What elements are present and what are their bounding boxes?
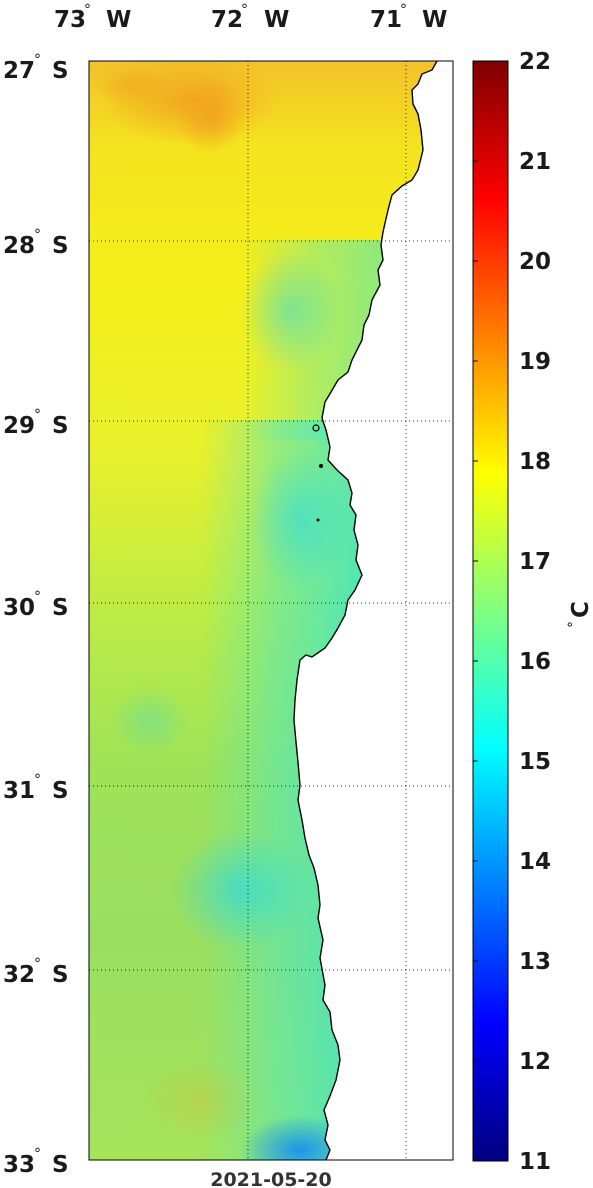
lat-label: 32 ° S (3, 956, 69, 988)
svg-text:S: S (52, 413, 69, 439)
lon-label: 73 ° W (54, 2, 131, 33)
svg-text:28: 28 (3, 233, 35, 259)
colorbar-tick-label: 17 (519, 549, 551, 575)
svg-text:W: W (264, 7, 289, 33)
svg-text:71: 71 (370, 7, 402, 33)
svg-text:S: S (52, 233, 69, 259)
svg-text:30: 30 (3, 595, 35, 621)
lat-label: 29 ° S (3, 407, 69, 439)
lat-label: 33 ° S (3, 1146, 69, 1178)
svg-text:29: 29 (3, 413, 35, 439)
svg-text:°: ° (84, 2, 91, 18)
svg-text:W: W (422, 7, 447, 33)
svg-text:°: ° (34, 1146, 41, 1162)
coastline (293, 60, 438, 1161)
svg-text:C: C (568, 601, 593, 618)
colorbar-ticks: 22 21 20 19 18 17 16 15 14 13 12 11 (473, 49, 551, 1175)
svg-text:°: ° (400, 2, 407, 18)
lat-label: 28 ° S (3, 227, 69, 259)
map-frame (88, 60, 454, 1161)
svg-text:°: ° (34, 589, 41, 605)
svg-text:°: ° (34, 227, 41, 243)
svg-text:°: ° (34, 956, 41, 972)
lon-label: 71 ° W (370, 2, 447, 33)
colorbar-tick-label: 19 (519, 349, 551, 375)
coastal-islet (316, 518, 320, 522)
svg-text:°: ° (241, 2, 248, 18)
colorbar-tick-label: 22 (519, 49, 551, 75)
svg-text:S: S (52, 1152, 69, 1178)
svg-text:31: 31 (3, 778, 35, 804)
lat-label: 27 ° S (3, 52, 69, 84)
graticule (89, 61, 453, 1160)
svg-text:27: 27 (3, 58, 35, 84)
svg-text:°: ° (566, 621, 582, 628)
colorbar-tick-label: 16 (519, 649, 551, 675)
coastal-islet (319, 464, 323, 468)
svg-text:73: 73 (54, 7, 86, 33)
svg-text:°: ° (34, 52, 41, 68)
svg-text:33: 33 (3, 1152, 35, 1178)
svg-text:°: ° (34, 407, 41, 423)
colorbar-tick-label: 21 (519, 149, 551, 175)
svg-text:32: 32 (3, 962, 35, 988)
date-label: 2021-05-20 (210, 1169, 332, 1188)
svg-text:W: W (106, 7, 131, 33)
svg-text:72: 72 (211, 7, 243, 33)
colorbar-tick-label: 15 (519, 749, 551, 775)
lon-label: 72 ° W (211, 2, 289, 33)
colorbar (472, 60, 509, 1162)
lat-label: 31 ° S (3, 772, 69, 804)
svg-text:S: S (52, 778, 69, 804)
lat-label: 30 ° S (3, 589, 69, 621)
svg-text:S: S (52, 595, 69, 621)
svg-text:S: S (52, 962, 69, 988)
colorbar-tick-label: 13 (519, 949, 551, 975)
colorbar-tick-label: 20 (519, 249, 551, 275)
svg-text:°: ° (34, 772, 41, 788)
colorbar-tick-label: 14 (519, 849, 551, 875)
colorbar-tick-label: 11 (519, 1149, 551, 1175)
colorbar-tick-label: 18 (519, 449, 551, 475)
colorbar-tick-label: 12 (519, 1049, 551, 1075)
colorbar-units-label: ° C (566, 601, 593, 628)
svg-text:S: S (52, 58, 69, 84)
coastal-islet (312, 424, 320, 432)
